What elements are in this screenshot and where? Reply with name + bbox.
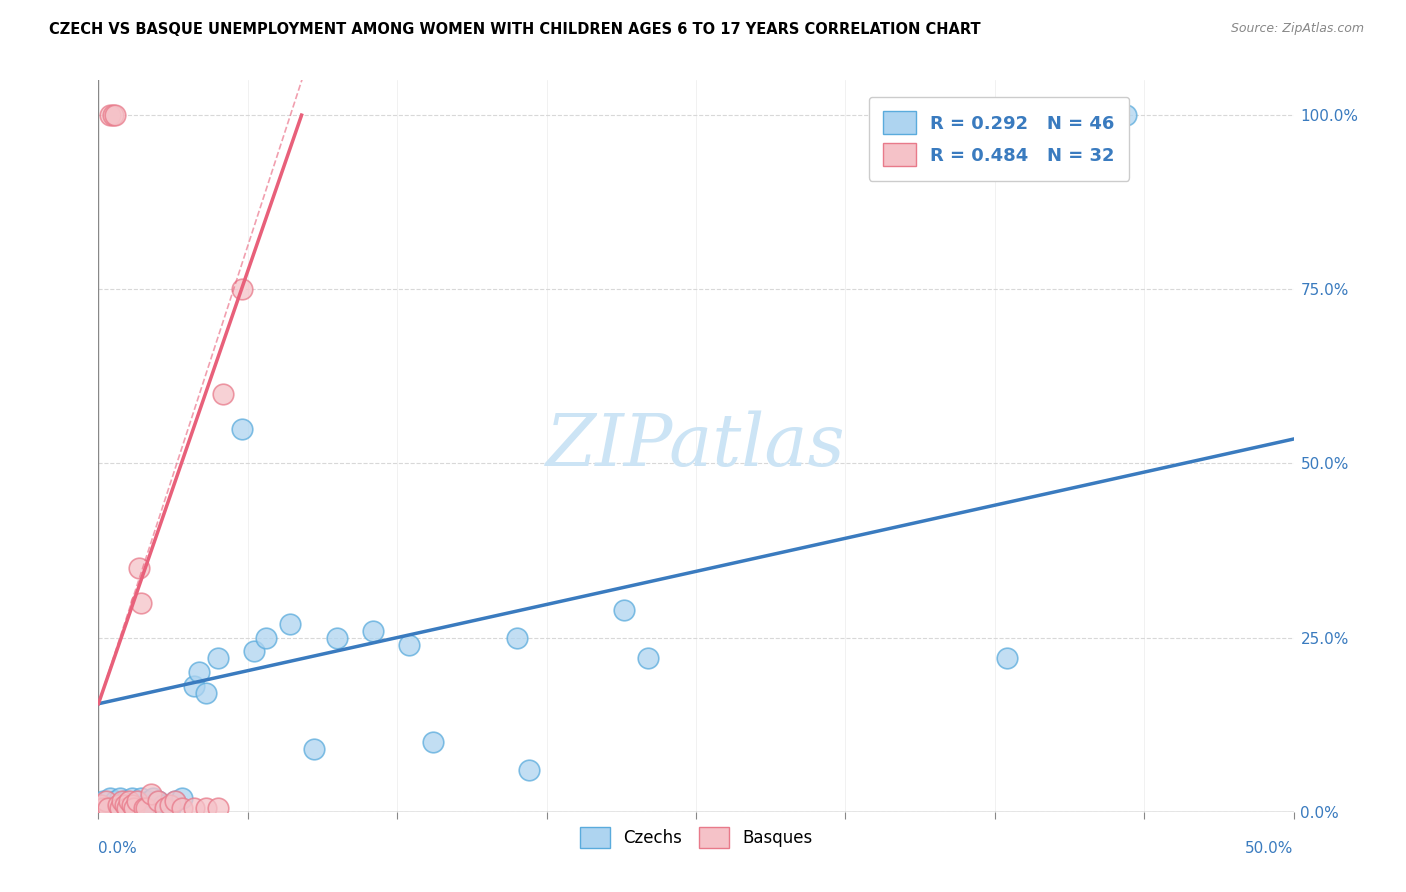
Point: [132, 801, 155, 815]
Point: [231, 421, 253, 435]
Point: [135, 797, 157, 812]
Point: [111, 794, 134, 808]
Point: [98, 790, 122, 805]
Point: [114, 797, 136, 812]
Point: [104, 108, 127, 122]
Point: [101, 108, 124, 122]
Point: [121, 797, 143, 812]
Point: [111, 797, 134, 812]
Legend: Czechs, Basques: Czechs, Basques: [574, 820, 818, 855]
Point: [637, 651, 659, 665]
Point: [90, 797, 112, 812]
Point: [506, 631, 529, 645]
Point: [128, 794, 150, 808]
Point: [398, 638, 420, 652]
Point: [254, 631, 277, 645]
Point: [159, 797, 181, 812]
Point: [183, 801, 205, 815]
Point: [131, 790, 153, 805]
Point: [302, 742, 325, 756]
Point: [995, 651, 1018, 665]
Point: [128, 561, 150, 575]
Point: [98, 108, 122, 122]
Point: [148, 794, 170, 808]
Point: [91, 794, 114, 808]
Point: [326, 631, 349, 645]
Point: [125, 794, 148, 808]
Point: [187, 665, 209, 680]
Point: [172, 790, 194, 805]
Point: [422, 735, 444, 749]
Point: [231, 282, 253, 296]
Point: [97, 801, 120, 815]
Point: [94, 794, 117, 808]
Text: 50.0%: 50.0%: [1246, 841, 1294, 856]
Point: [125, 797, 148, 812]
Point: [118, 794, 141, 808]
Point: [97, 801, 120, 815]
Point: [139, 801, 162, 815]
Point: [115, 801, 138, 815]
Point: [135, 801, 157, 815]
Point: [163, 794, 186, 808]
Point: [1115, 108, 1137, 122]
Text: Source: ZipAtlas.com: Source: ZipAtlas.com: [1230, 22, 1364, 36]
Point: [363, 624, 385, 638]
Point: [207, 801, 229, 815]
Point: [121, 790, 143, 805]
Point: [90, 797, 112, 812]
Point: [87, 801, 110, 815]
Point: [118, 797, 141, 812]
Point: [195, 801, 218, 815]
Point: [114, 794, 136, 808]
Point: [107, 797, 129, 812]
Point: [278, 616, 301, 631]
Point: [142, 790, 165, 805]
Point: [172, 801, 194, 815]
Point: [115, 801, 138, 815]
Point: [101, 797, 124, 812]
Point: [183, 679, 205, 693]
Point: [163, 794, 186, 808]
Point: [138, 794, 160, 808]
Point: [159, 801, 181, 815]
Point: [155, 801, 177, 815]
Point: [152, 797, 174, 812]
Text: 0.0%: 0.0%: [98, 841, 138, 856]
Point: [124, 801, 146, 815]
Point: [132, 801, 155, 815]
Text: CZECH VS BASQUE UNEMPLOYMENT AMONG WOMEN WITH CHILDREN AGES 6 TO 17 YEARS CORREL: CZECH VS BASQUE UNEMPLOYMENT AMONG WOMEN…: [49, 22, 981, 37]
Point: [108, 801, 131, 815]
Point: [207, 651, 229, 665]
Point: [104, 794, 127, 808]
Point: [139, 787, 162, 801]
Point: [613, 603, 636, 617]
Point: [124, 801, 146, 815]
Point: [517, 763, 540, 777]
Point: [91, 801, 114, 815]
Point: [107, 801, 129, 815]
Point: [243, 644, 266, 658]
Text: ZIPatlas: ZIPatlas: [546, 410, 846, 482]
Point: [148, 794, 170, 808]
Point: [195, 686, 218, 700]
Point: [131, 596, 153, 610]
Point: [211, 386, 233, 401]
Point: [108, 790, 131, 805]
